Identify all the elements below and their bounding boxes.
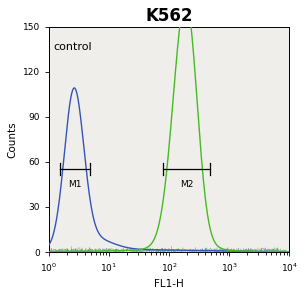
Title: K562: K562 — [145, 7, 193, 25]
X-axis label: FL1-H: FL1-H — [154, 279, 184, 289]
Text: M2: M2 — [180, 180, 193, 189]
Text: control: control — [54, 41, 92, 52]
Text: M1: M1 — [68, 180, 81, 189]
Y-axis label: Counts: Counts — [7, 121, 17, 157]
